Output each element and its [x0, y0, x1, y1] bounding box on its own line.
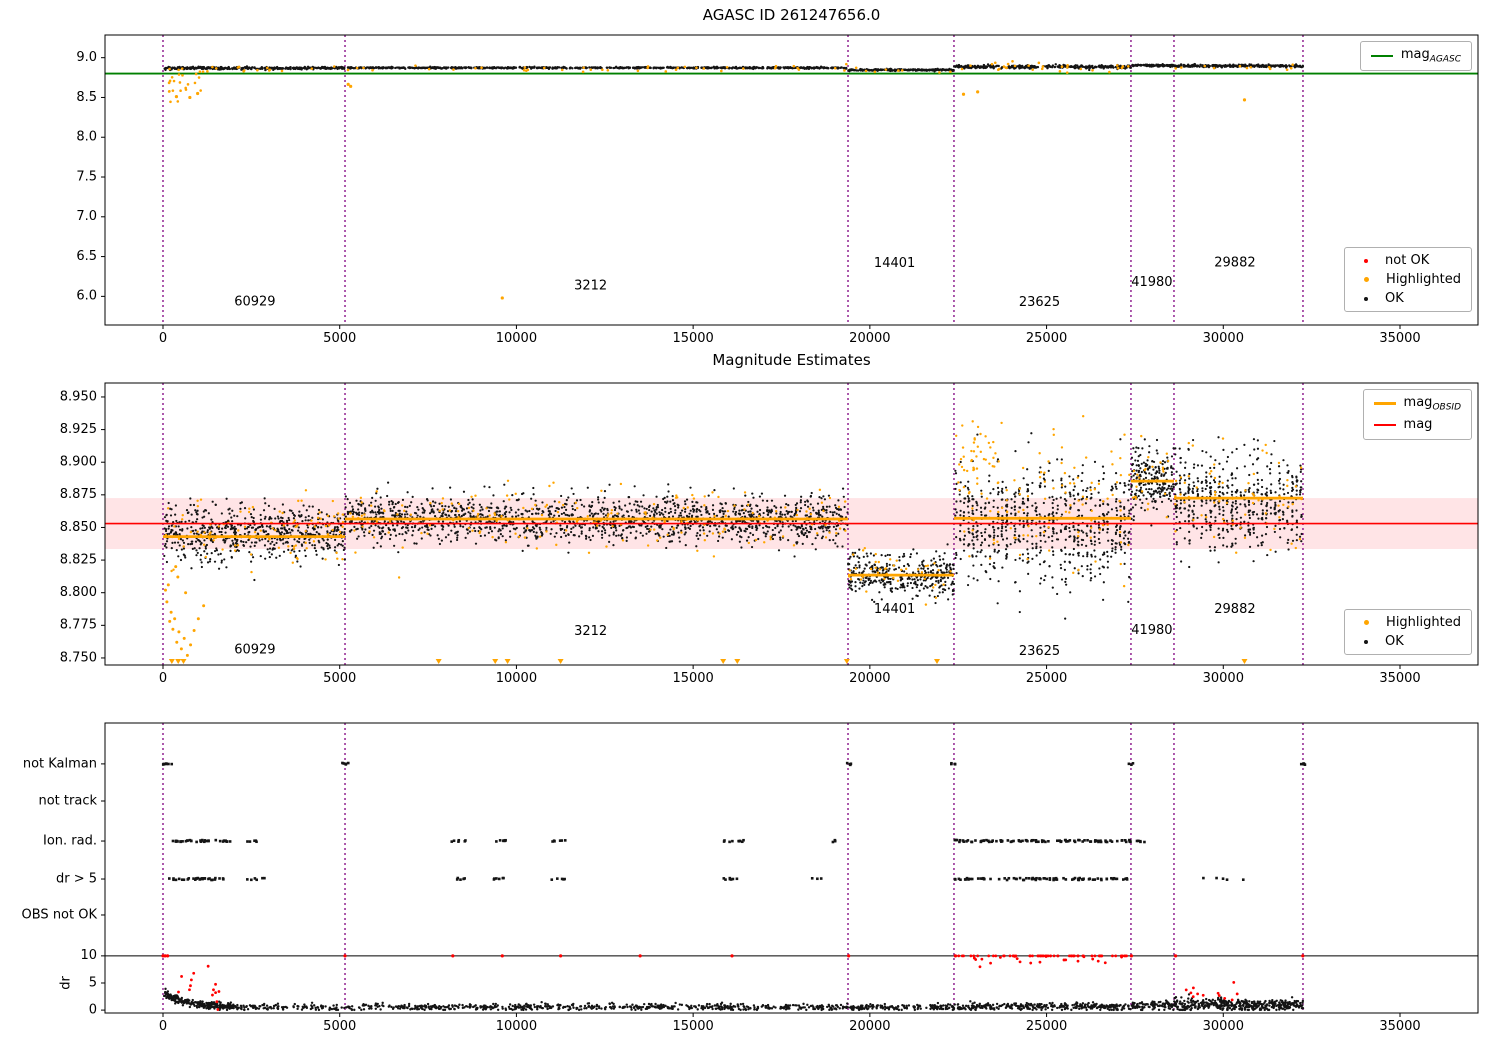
legend-item-mag-agasc: magAGASC [1370, 47, 1461, 65]
legend-item-mag: mag [1373, 417, 1461, 435]
legend-item-not-ok: not OK [1355, 253, 1461, 268]
legend-label-sub: AGASC [1429, 54, 1461, 65]
legend-label-highlighted: Highlighted [1386, 272, 1461, 287]
legend-item-ok: OK [1355, 634, 1461, 649]
red-line-swatch [1373, 424, 1396, 427]
legend-item-ok: OK [1355, 291, 1461, 306]
legend-item-highlighted: Highlighted [1355, 615, 1461, 630]
legend-label-sub: OBSID [1432, 402, 1461, 413]
legend-label-highlighted: Highlighted [1386, 615, 1461, 630]
legend-item-highlighted: Highlighted [1355, 272, 1461, 287]
legend-label-ok: OK [1385, 634, 1404, 649]
green-line-swatch [1370, 54, 1393, 57]
legend-label-not-ok: not OK [1385, 253, 1430, 268]
legend-top-scatter: not OK Highlighted OK [1344, 247, 1472, 312]
legend-label-main: mag [1403, 395, 1433, 410]
legend-mag-agasc: magAGASC [1359, 41, 1472, 71]
middle-plot-title: Magnitude Estimates [712, 351, 871, 369]
black-dot-swatch [1364, 296, 1369, 301]
legend-label-main: mag [1403, 416, 1433, 432]
legend-label-ok: OK [1385, 291, 1404, 306]
red-dot-swatch [1364, 258, 1369, 263]
legend-mid-lines: magOBSID mag [1362, 389, 1472, 441]
legend-item-mag-obsid: magOBSID [1373, 395, 1461, 413]
orange-line-swatch [1373, 402, 1396, 406]
legend-label-mag-agasc: magAGASC [1401, 47, 1461, 65]
legend-label-main: mag [1400, 47, 1430, 62]
legend-label-mag-obsid: magOBSID [1404, 395, 1461, 413]
orange-dot-swatch [1364, 620, 1370, 625]
top-plot-title: AGASC ID 261247656.0 [702, 6, 881, 24]
legend-label-mag: mag [1404, 417, 1433, 435]
legend-mid-scatter: Highlighted OK [1344, 609, 1472, 655]
orange-dot-swatch [1364, 277, 1370, 282]
black-dot-swatch [1364, 639, 1369, 644]
